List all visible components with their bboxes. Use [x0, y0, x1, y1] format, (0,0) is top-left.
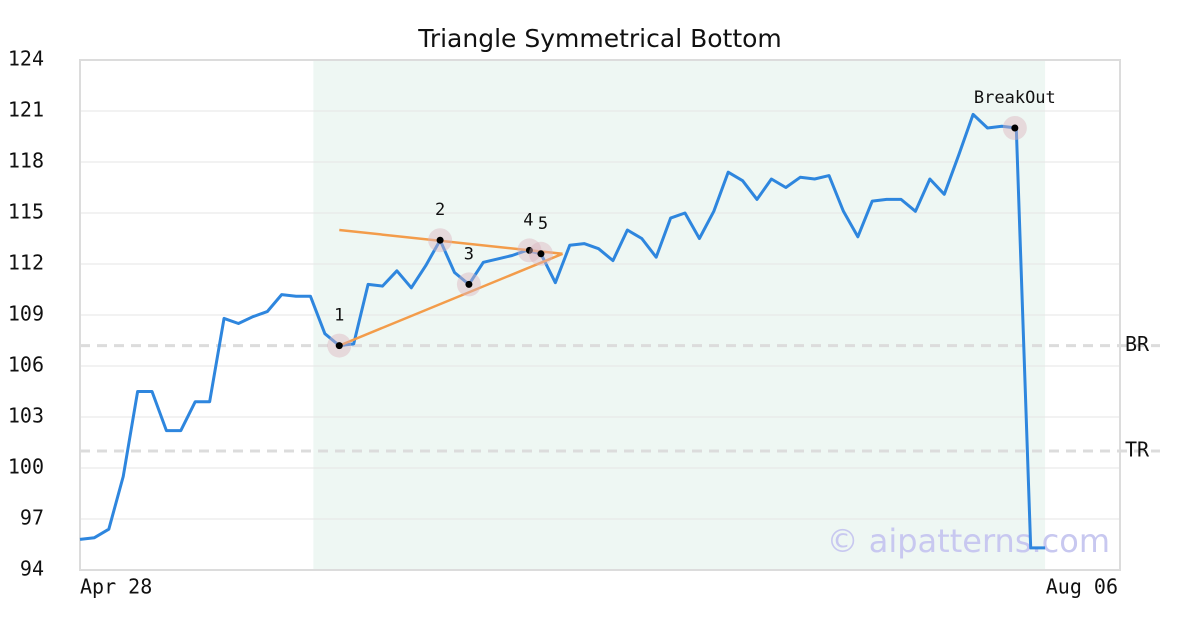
y-tick-label: 109 [8, 302, 44, 326]
point-dot [465, 280, 473, 288]
point-dot [525, 246, 533, 254]
y-tick-label: 118 [8, 149, 44, 173]
point-label: 3 [464, 244, 474, 264]
y-tick-label: 100 [8, 455, 44, 479]
plot-frame [79, 59, 1121, 571]
level-label: TR [1125, 438, 1150, 462]
y-tick-label: 106 [8, 353, 44, 377]
point-dot [1011, 124, 1019, 132]
x-tick-label: Apr 28 [80, 575, 152, 599]
price-line [79, 112, 1046, 550]
point-dot [335, 342, 343, 350]
point-dot [537, 250, 545, 258]
chart-title: Triangle Symmetrical Bottom [417, 24, 782, 53]
y-tick-label: 124 [8, 47, 44, 71]
point-label: 4 [523, 210, 533, 230]
y-tick-label: 112 [8, 251, 44, 275]
watermark: © aipatterns.com [827, 522, 1110, 560]
point-dot [436, 236, 444, 244]
trend-line [339, 228, 563, 256]
y-tick-label: 115 [8, 200, 44, 224]
y-tick-label: 97 [20, 506, 44, 530]
y-tick-label: 121 [8, 98, 44, 122]
y-tick-label: 103 [8, 404, 44, 428]
y-tick-label: 94 [20, 557, 44, 581]
point-label: 5 [538, 214, 548, 234]
point-label: 2 [435, 200, 445, 220]
point-label: BreakOut [974, 88, 1056, 108]
x-tick-label: Aug 06 [1046, 575, 1118, 599]
point-label: 1 [334, 306, 344, 326]
trend-line [338, 252, 564, 347]
level-label: BR [1125, 332, 1150, 356]
